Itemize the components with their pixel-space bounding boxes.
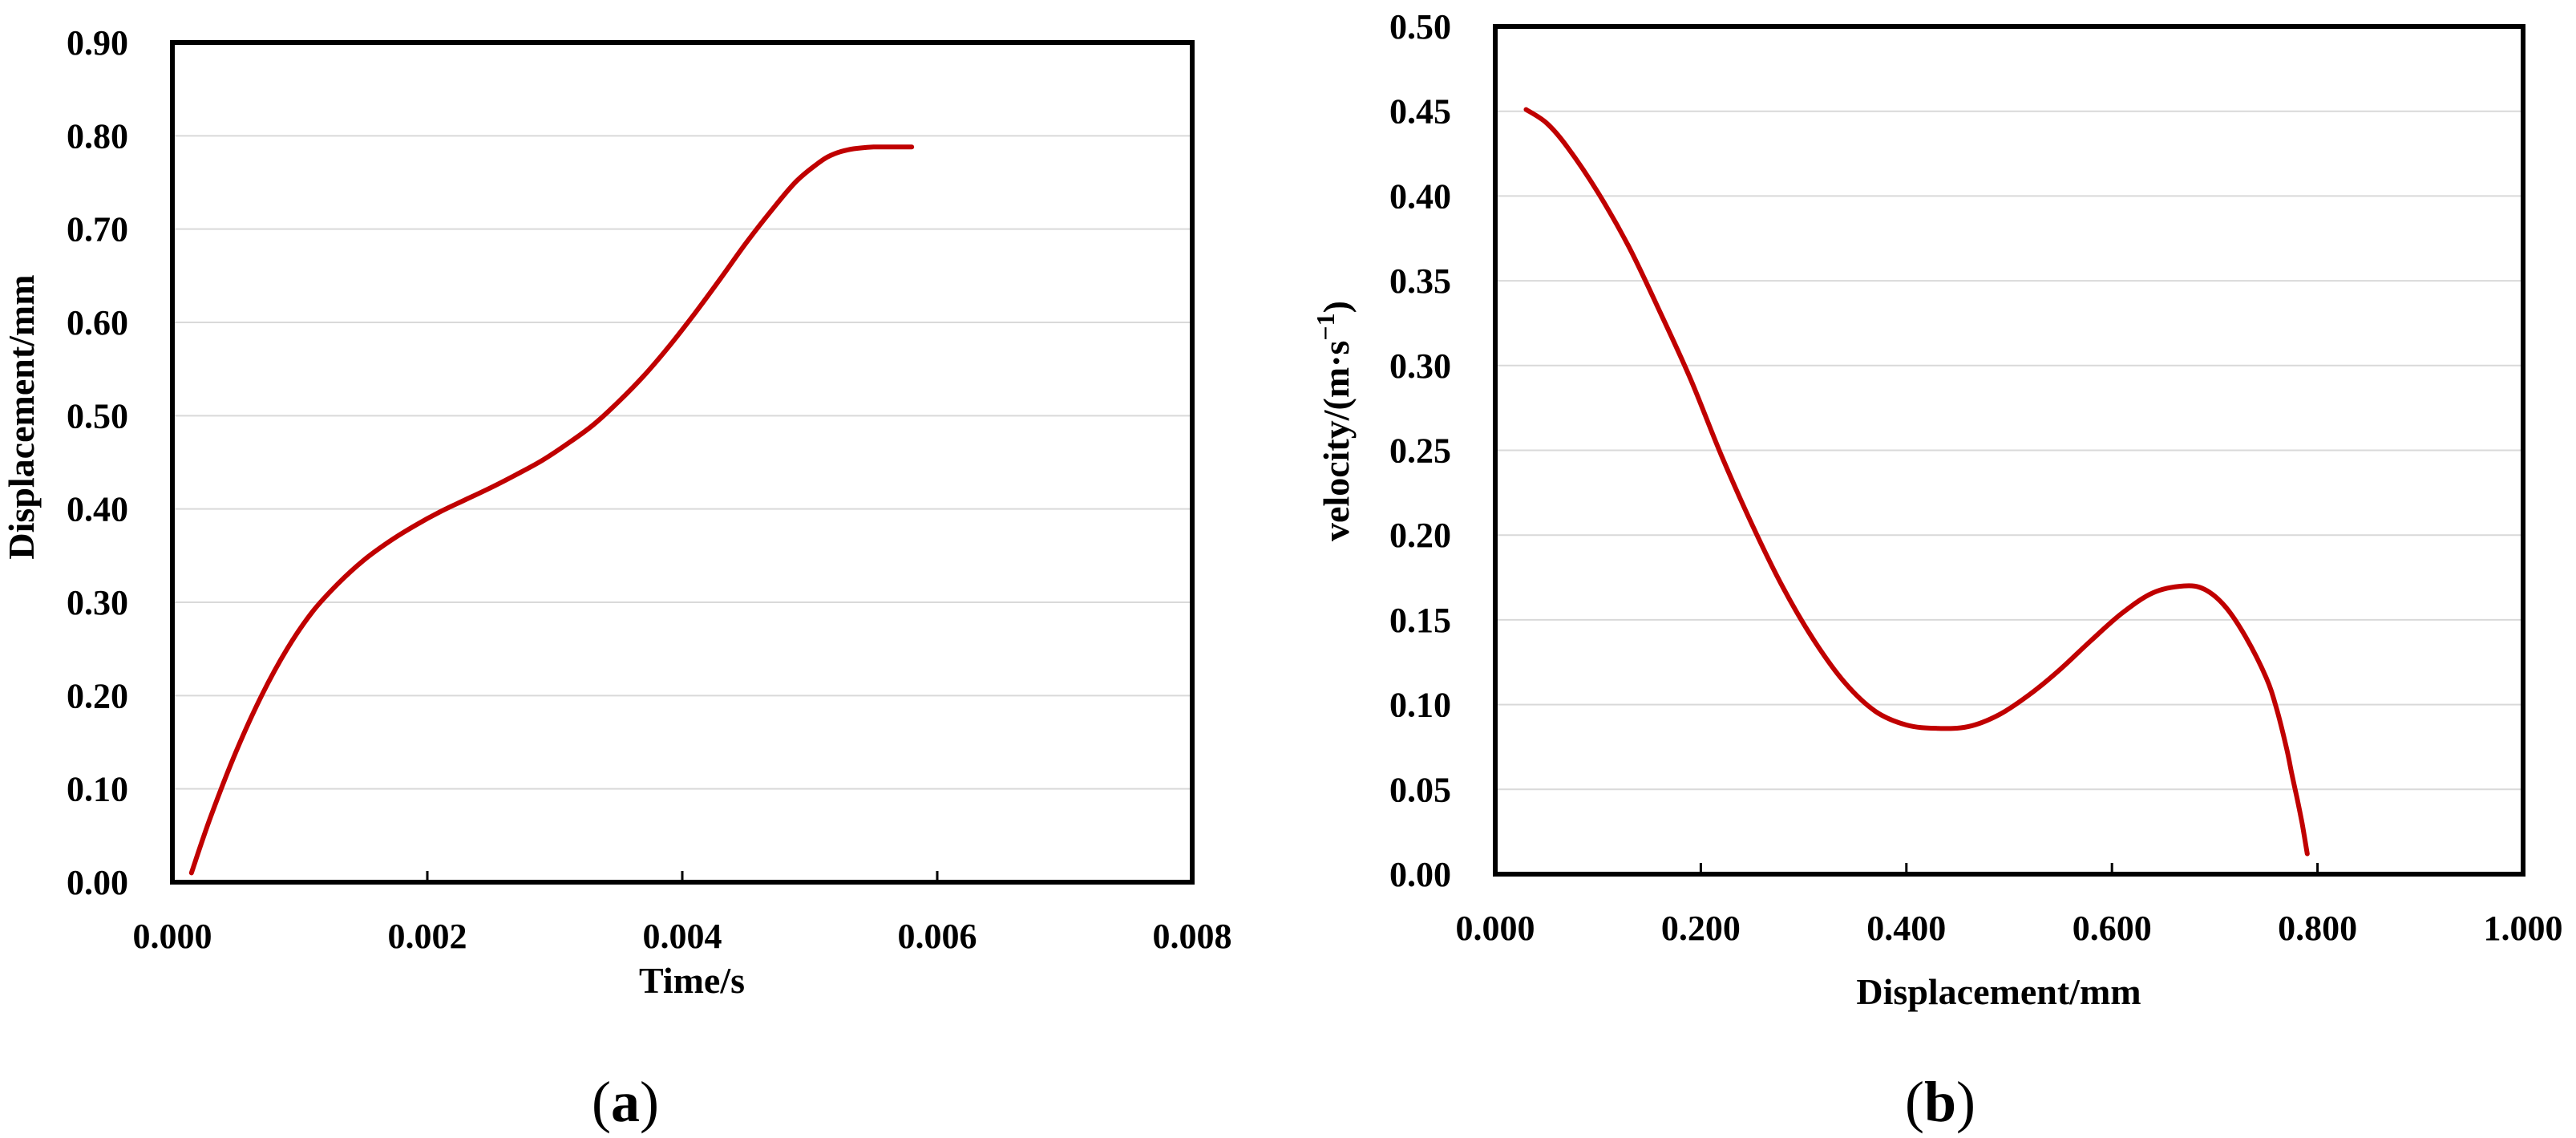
b-y-tick-label: 0.05	[1389, 770, 1451, 809]
b-y-axis-title: velocity/(m·s−1)	[1311, 301, 1357, 541]
b-y-tick-label: 0.25	[1389, 431, 1451, 471]
b-x-tick-label: 0.000	[1456, 909, 1535, 948]
b-y-tick-label: 0.45	[1389, 92, 1451, 132]
b-x-tick-label: 0.800	[2278, 909, 2357, 948]
a-axis-ticks: 0.00 0.10 0.20 0.30 0.40 0.50 0.60 0.70 0.80 0.90…	[67, 23, 1232, 956]
b-y-tick-label: 0.35	[1389, 261, 1451, 301]
b-x-tick-label: 0.400	[1866, 909, 1946, 948]
a-y-tick-label: 0.80	[67, 116, 128, 156]
b-panel-label: (b)	[1905, 1070, 1975, 1134]
a-series-line	[188, 144, 915, 876]
a-plot-frame	[170, 40, 1195, 885]
a-y-tick-label: 0.70	[67, 210, 128, 249]
b-plot-frame	[1493, 24, 2525, 877]
b-y-axis-title-main: velocity/(m·s	[1316, 341, 1357, 541]
b-y-tick-label: 0.30	[1389, 346, 1451, 386]
a-y-tick-label: 0.50	[67, 396, 128, 435]
a-gridlines	[172, 135, 1192, 790]
a-panel-label: (a)	[592, 1070, 659, 1134]
a-y-tick-label: 0.20	[67, 676, 128, 715]
b-gridlines	[1495, 110, 2523, 791]
chart-panel-a: 0.00 0.10 0.20 0.30 0.40 0.50 0.60 0.70 0.80 0.90…	[1, 23, 1232, 1134]
b-y-axis-title-end: )	[1316, 301, 1357, 313]
b-y-tick-label: 0.50	[1389, 7, 1451, 47]
b-x-tick-label: 0.200	[1661, 909, 1741, 948]
a-x-tick-label: 0.004	[643, 917, 722, 956]
a-x-axis-title: Time/s	[639, 960, 745, 1001]
a-y-axis-title: Displacement/mm	[1, 274, 42, 559]
b-axis-ticks: 0.00 0.05 0.10 0.15 0.20 0.25 0.30 0.35 0.40 0.45…	[1389, 7, 2563, 948]
b-y-tick-label: 0.00	[1389, 855, 1451, 894]
a-x-tick-label: 0.008	[1153, 917, 1232, 956]
a-y-tick-label: 0.60	[67, 303, 128, 342]
b-x-tick-label: 1.000	[2484, 909, 2563, 948]
b-x-axis-title: Displacement/mm	[1856, 971, 2141, 1012]
b-y-tick-label: 0.20	[1389, 516, 1451, 555]
a-y-tick-label: 0.30	[67, 583, 128, 622]
a-x-tick-label: 0.000	[133, 917, 212, 956]
a-y-tick-label: 0.00	[67, 863, 128, 902]
b-series-line	[1523, 107, 2310, 857]
a-y-tick-label: 0.10	[67, 770, 128, 809]
a-y-tick-label: 0.90	[67, 23, 128, 63]
chart-panel-b: 0.00 0.05 0.10 0.15 0.20 0.25 0.30 0.35 0.40 0.45…	[1311, 7, 2563, 1134]
a-y-tick-label: 0.40	[67, 490, 128, 529]
b-y-tick-label: 0.15	[1389, 601, 1451, 640]
b-y-axis-title-sup: −1	[1311, 313, 1340, 340]
b-x-tick-label: 0.600	[2073, 909, 2152, 948]
b-panel-letter: b	[1924, 1070, 1956, 1134]
a-x-tick-label: 0.006	[898, 917, 977, 956]
b-y-tick-label: 0.10	[1389, 686, 1451, 725]
b-y-tick-label: 0.40	[1389, 176, 1451, 216]
a-x-tick-label: 0.002	[388, 917, 467, 956]
a-panel-letter: a	[611, 1070, 640, 1134]
